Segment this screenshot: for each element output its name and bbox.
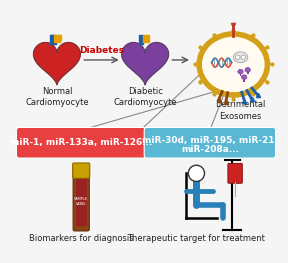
- FancyBboxPatch shape: [73, 163, 90, 178]
- Text: Detrimental
Exosomes: Detrimental Exosomes: [215, 100, 266, 120]
- Text: SAMPLE
LABEL: SAMPLE LABEL: [74, 197, 88, 206]
- Ellipse shape: [233, 52, 248, 63]
- Text: Therapeutic target for treatment: Therapeutic target for treatment: [128, 234, 265, 243]
- Text: Diabetes: Diabetes: [79, 47, 124, 55]
- Ellipse shape: [201, 36, 266, 93]
- Ellipse shape: [196, 31, 270, 98]
- Ellipse shape: [238, 69, 243, 74]
- Text: Biomarkers for diagnosis: Biomarkers for diagnosis: [29, 234, 134, 243]
- FancyBboxPatch shape: [144, 128, 276, 158]
- Ellipse shape: [204, 39, 262, 90]
- Circle shape: [241, 55, 245, 59]
- FancyBboxPatch shape: [16, 128, 146, 158]
- Bar: [243, 77, 245, 82]
- FancyBboxPatch shape: [228, 163, 242, 183]
- Ellipse shape: [245, 68, 250, 72]
- Text: miR-1, miR-133a, miR-126...: miR-1, miR-133a, miR-126...: [10, 138, 152, 147]
- Bar: [247, 70, 249, 74]
- Circle shape: [188, 165, 204, 181]
- Bar: [240, 72, 241, 76]
- Text: miR-208a...: miR-208a...: [181, 145, 239, 154]
- Ellipse shape: [241, 75, 247, 79]
- Text: miR-30d, miR-195, miR-21,: miR-30d, miR-195, miR-21,: [142, 135, 278, 145]
- Polygon shape: [122, 43, 168, 85]
- Polygon shape: [33, 43, 80, 85]
- FancyBboxPatch shape: [73, 170, 89, 231]
- Bar: [76, 175, 87, 226]
- Text: Normal
Cardiomyocyte: Normal Cardiomyocyte: [25, 87, 89, 107]
- Text: Diabetic
Cardiomyocyte: Diabetic Cardiomyocyte: [113, 87, 177, 107]
- Circle shape: [236, 55, 240, 59]
